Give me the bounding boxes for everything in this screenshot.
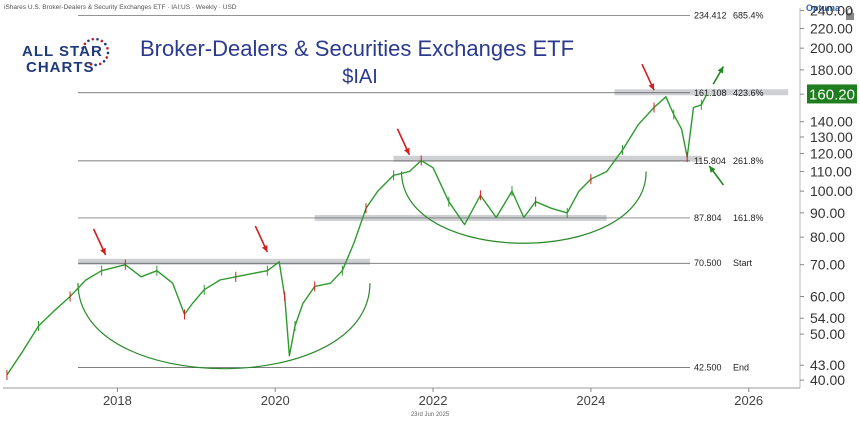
resistance-zone xyxy=(393,155,702,162)
x-tick-label: 2022 xyxy=(419,393,448,408)
logo-star xyxy=(104,42,107,46)
level-price: 161.108 xyxy=(694,88,727,98)
current-price-badge: 160.20 xyxy=(807,84,857,104)
red-arrow-head xyxy=(100,247,106,255)
logo-star xyxy=(87,39,90,43)
red-arrow xyxy=(641,63,655,91)
logo-star xyxy=(106,51,110,55)
logo-star xyxy=(102,60,106,63)
provider-label: Optuma xyxy=(806,3,841,13)
green-arrow-head xyxy=(709,165,716,173)
y-tick-label: 54.00 xyxy=(810,310,845,326)
level-pct: 685.4% xyxy=(733,10,764,20)
logo-star xyxy=(91,37,95,41)
y-tick-label: 50.00 xyxy=(810,326,845,342)
y-tick-label: 110.00 xyxy=(810,163,852,179)
level-pct: 261.8% xyxy=(733,156,764,166)
logo-star xyxy=(94,63,97,67)
y-tick-label: 43.00 xyxy=(810,357,845,373)
green-arrow-head xyxy=(717,66,724,74)
level-price: 70.500 xyxy=(694,258,722,268)
x-tick-label: 2024 xyxy=(576,393,605,408)
logo-star xyxy=(96,37,99,41)
y-tick-label: 220.00 xyxy=(810,21,853,37)
annotation-arrows xyxy=(92,63,725,256)
level-price: 115.804 xyxy=(694,156,726,166)
red-arrow xyxy=(396,128,411,156)
red-arrow-head xyxy=(403,147,410,155)
footer-date: 23rd Jun 2025 xyxy=(411,412,450,418)
price-line xyxy=(6,93,708,376)
lock-icon xyxy=(846,7,854,20)
level-pct: Start xyxy=(733,258,753,268)
red-arrow-head xyxy=(648,83,655,91)
red-arrow-head xyxy=(261,245,268,253)
red-arrow xyxy=(92,228,107,256)
y-tick-label: 180.00 xyxy=(810,62,853,78)
logo-star xyxy=(100,39,104,43)
logo-stars xyxy=(81,37,110,67)
y-tick-label: 140.00 xyxy=(810,114,853,130)
level-price: 42.500 xyxy=(694,363,722,373)
y-tick-label: 240.00 xyxy=(810,3,853,19)
x-tick-label: 2018 xyxy=(103,393,132,408)
level-pct: End xyxy=(733,363,749,373)
logo-star xyxy=(105,56,109,59)
all-star-charts-logo: ALL STAR CHARTS xyxy=(22,37,110,76)
level-price: 87.804 xyxy=(694,213,722,223)
x-tick-label: 2026 xyxy=(734,393,763,408)
x-tick-label: 2020 xyxy=(261,393,290,408)
level-price: 234.412 xyxy=(694,10,727,20)
rounding-arcs xyxy=(77,171,647,370)
y-tick-label: 120.00 xyxy=(810,146,853,162)
logo-star xyxy=(98,62,102,66)
price-series xyxy=(6,93,708,381)
logo-star xyxy=(89,63,93,66)
logo-line2: CHARTS xyxy=(26,59,95,76)
current-price-value: 160.20 xyxy=(809,86,855,103)
y-tick-label: 40.00 xyxy=(810,372,845,388)
level-pct: 161.8% xyxy=(733,213,764,223)
resistance-zone xyxy=(77,258,370,265)
y-tick-label: 130.00 xyxy=(810,129,853,145)
chart-subtitle: $IAI xyxy=(342,66,378,88)
resistance-zone xyxy=(614,89,789,96)
y-tick-label: 90.00 xyxy=(810,205,845,221)
fib-levels: 234.412 685.4% 161.108 423.6% 115.804 261.8% 8… xyxy=(78,10,764,373)
green-arrow xyxy=(712,66,725,85)
rounding-arc xyxy=(400,171,647,244)
x-tick-labels: 2018 2020 2022 2024 2026 xyxy=(103,388,763,408)
chart-title: Broker-Dealers & Securities Exchanges ET… xyxy=(140,36,574,61)
y-tick-label: 80.00 xyxy=(810,229,845,245)
y-tick-label: 200.00 xyxy=(810,40,853,56)
rounding-arc xyxy=(77,283,371,370)
y-tick-label: 70.00 xyxy=(810,257,845,273)
resistance-zones xyxy=(77,89,789,265)
y-tick-label: 60.00 xyxy=(810,288,845,304)
logo-star xyxy=(81,46,84,50)
y-tick-label: 100.00 xyxy=(810,183,853,199)
logo-line1: ALL STAR xyxy=(22,43,103,60)
level-pct: 423.6% xyxy=(733,88,764,98)
source-line: iShares U.S. Broker-Dealers & Security E… xyxy=(4,4,237,11)
logo-star xyxy=(83,42,87,46)
green-arrow xyxy=(708,165,725,186)
logo-star xyxy=(106,46,109,50)
red-arrow xyxy=(254,225,269,253)
